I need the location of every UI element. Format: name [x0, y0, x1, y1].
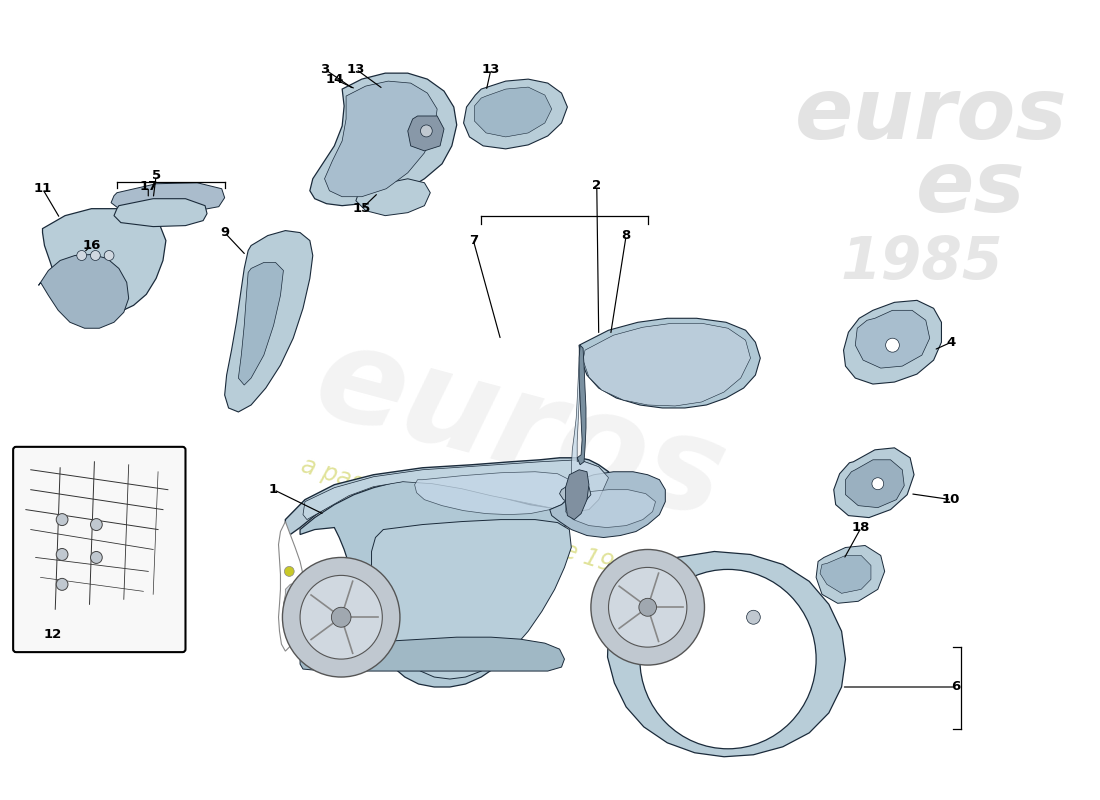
Text: 17: 17 — [139, 180, 157, 194]
Text: 14: 14 — [326, 73, 343, 86]
Polygon shape — [300, 472, 581, 687]
Polygon shape — [578, 345, 586, 465]
Circle shape — [283, 558, 400, 677]
Polygon shape — [607, 551, 846, 757]
Text: 1: 1 — [270, 483, 278, 496]
Text: 5: 5 — [152, 170, 161, 182]
Circle shape — [249, 338, 264, 353]
Polygon shape — [560, 482, 591, 504]
Circle shape — [257, 286, 275, 304]
Polygon shape — [39, 254, 129, 328]
Text: euros: euros — [795, 74, 1068, 158]
Circle shape — [90, 551, 102, 563]
Polygon shape — [415, 472, 571, 514]
Text: 18: 18 — [852, 521, 870, 534]
Circle shape — [56, 578, 68, 590]
Polygon shape — [834, 448, 914, 518]
Text: 9: 9 — [220, 226, 229, 239]
Polygon shape — [856, 310, 930, 368]
Polygon shape — [816, 546, 884, 603]
Text: 15: 15 — [353, 202, 371, 215]
Polygon shape — [114, 198, 207, 226]
Polygon shape — [278, 522, 305, 651]
Polygon shape — [583, 323, 750, 406]
Circle shape — [285, 566, 294, 576]
Circle shape — [90, 250, 100, 261]
Polygon shape — [43, 209, 166, 315]
FancyBboxPatch shape — [13, 447, 186, 652]
Text: euros: euros — [302, 314, 738, 546]
Polygon shape — [324, 81, 437, 197]
Polygon shape — [302, 460, 608, 519]
Text: 1985: 1985 — [840, 234, 1003, 291]
Polygon shape — [846, 460, 904, 508]
Text: a passion for parts since 1985: a passion for parts since 1985 — [298, 453, 645, 586]
Polygon shape — [372, 519, 571, 679]
Polygon shape — [284, 582, 302, 619]
Circle shape — [56, 514, 68, 526]
Polygon shape — [300, 637, 564, 671]
Text: 16: 16 — [82, 239, 101, 252]
Polygon shape — [356, 178, 430, 216]
Circle shape — [640, 570, 816, 749]
Polygon shape — [111, 182, 224, 210]
Polygon shape — [565, 470, 588, 519]
Circle shape — [300, 575, 383, 659]
Polygon shape — [820, 555, 871, 594]
Circle shape — [56, 549, 68, 561]
Polygon shape — [292, 582, 383, 651]
Polygon shape — [463, 79, 568, 149]
Polygon shape — [571, 345, 608, 512]
Text: 10: 10 — [942, 493, 960, 506]
Polygon shape — [565, 490, 656, 527]
Text: 11: 11 — [33, 182, 52, 195]
Circle shape — [747, 610, 760, 624]
Polygon shape — [408, 116, 444, 151]
Text: 12: 12 — [43, 628, 62, 641]
Polygon shape — [579, 318, 760, 408]
Circle shape — [639, 598, 657, 616]
Circle shape — [608, 567, 686, 647]
Polygon shape — [224, 230, 312, 412]
Polygon shape — [285, 458, 614, 534]
Polygon shape — [474, 87, 552, 137]
Circle shape — [331, 607, 351, 627]
Polygon shape — [844, 300, 942, 384]
Polygon shape — [239, 262, 284, 385]
Circle shape — [104, 250, 114, 261]
Circle shape — [872, 478, 883, 490]
Text: 8: 8 — [621, 229, 630, 242]
Text: 3: 3 — [320, 62, 329, 76]
Polygon shape — [592, 554, 704, 657]
Circle shape — [886, 338, 900, 352]
Text: 13: 13 — [346, 62, 365, 76]
Text: 13: 13 — [482, 62, 500, 76]
Text: 4: 4 — [947, 336, 956, 349]
Circle shape — [420, 125, 432, 137]
Text: 2: 2 — [592, 179, 602, 192]
Text: 7: 7 — [469, 234, 477, 247]
Text: es: es — [916, 147, 1025, 230]
Circle shape — [77, 250, 87, 261]
Circle shape — [591, 550, 704, 665]
Polygon shape — [310, 73, 456, 206]
Polygon shape — [550, 472, 666, 538]
Circle shape — [90, 518, 102, 530]
Text: 6: 6 — [952, 681, 960, 694]
